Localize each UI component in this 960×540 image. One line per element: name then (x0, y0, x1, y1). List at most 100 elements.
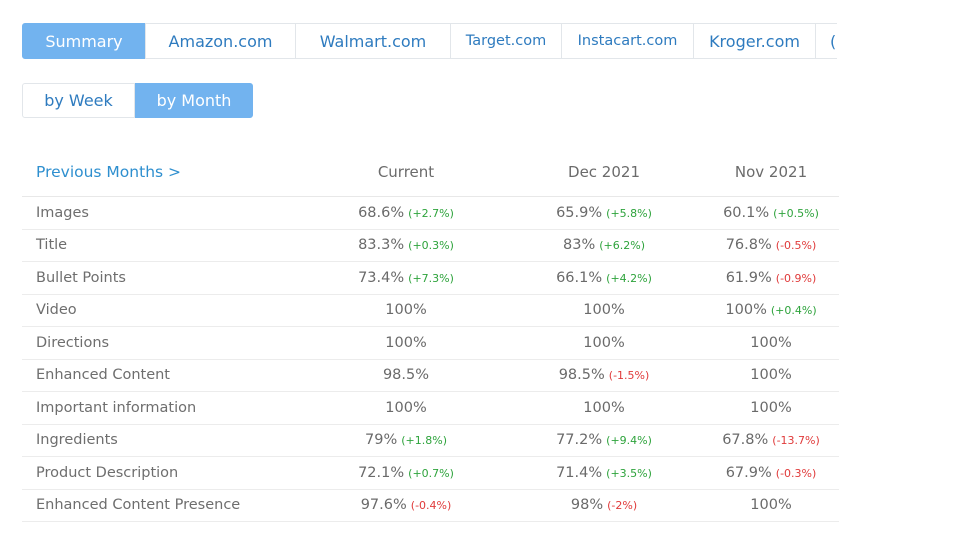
table-cell: 100% (505, 391, 703, 425)
cell-value: 100% (725, 302, 767, 319)
cell-value: 100% (750, 399, 792, 416)
table-cell: 98.5% (-1.5%) (505, 359, 703, 392)
cell-value: 100% (750, 334, 792, 351)
table-row: Ingredients 79% (+1.8%) 77.2% (+9.4%) 67.8% (-… (22, 424, 839, 457)
cell-delta: (-1.5%) (608, 369, 650, 383)
tab-walmart[interactable]: Walmart.com (295, 23, 451, 59)
table-cell: 83% (+6.2%) (505, 229, 703, 262)
tab-summary[interactable]: Summary (22, 23, 146, 59)
table-row: Title 83.3% (+0.3%) 83% (+6.2%) 76.8% (-0.5%) (22, 229, 839, 262)
cell-delta: (+0.3%) (408, 239, 454, 253)
cell-delta: (+5.8%) (606, 206, 652, 220)
cell-delta: (+6.2%) (599, 239, 645, 253)
cell-value: 61.9% (725, 269, 772, 286)
by-month-button[interactable]: by Month (135, 83, 253, 118)
row-label: Ingredients (22, 424, 307, 457)
cell-delta: (+1.8%) (401, 434, 447, 448)
cell-delta: (-2%) (607, 499, 638, 513)
tab-overflow[interactable]: ( (815, 23, 837, 59)
cell-delta: (+7.3%) (408, 271, 454, 285)
retailer-tabs: Summary Amazon.com Walmart.com Target.co… (22, 23, 837, 59)
table-row: Images 68.6% (+2.7%) 65.9% (+5.8%) 60.1% (+0.5… (22, 196, 839, 230)
table-row: Important information 100% 100% 100% (22, 391, 839, 425)
tab-instacart[interactable]: Instacart.com (561, 23, 694, 59)
cell-value: 100% (385, 302, 427, 319)
table-cell: 60.1% (+0.5%) (703, 196, 839, 230)
table-cell: 83.3% (+0.3%) (307, 229, 505, 262)
table-cell: 65.9% (+5.8%) (505, 196, 703, 230)
cell-delta: (+4.2%) (606, 271, 652, 285)
cell-value: 100% (583, 302, 625, 319)
table-row: Product Description 72.1% (+0.7%) 71.4% (+3.… (22, 456, 839, 490)
cell-value: 100% (385, 399, 427, 416)
cell-value: 67.9% (725, 464, 772, 481)
cell-value: 76.8% (725, 237, 772, 254)
cell-value: 100% (583, 399, 625, 416)
table-cell: 98.5% (307, 359, 505, 392)
cell-delta: (+0.5%) (773, 206, 819, 220)
row-label: Bullet Points (22, 261, 307, 295)
table-cell: 100% (703, 359, 839, 392)
cell-value: 71.4% (556, 464, 603, 481)
table-row: Bullet Points 73.4% (+7.3%) 66.1% (+4.2%) 61.… (22, 261, 839, 295)
comparison-table: Previous Months > Current Dec 2021 Nov 2… (22, 148, 839, 522)
cell-delta: (-0.5%) (775, 239, 817, 253)
table-cell: 67.9% (-0.3%) (703, 456, 839, 490)
cell-value: 77.2% (556, 432, 603, 449)
cell-delta: (-13.7%) (772, 434, 820, 448)
table-cell: 98% (-2%) (505, 489, 703, 522)
table-cell: 100% (703, 326, 839, 360)
cell-delta: (-0.3%) (775, 466, 817, 480)
table-cell: 79% (+1.8%) (307, 424, 505, 457)
table-cell: 100% (+0.4%) (703, 294, 839, 327)
tab-target[interactable]: Target.com (450, 23, 562, 59)
cell-delta: (+0.7%) (408, 466, 454, 480)
column-header: Dec 2021 (505, 148, 703, 197)
cell-value: 72.1% (358, 464, 405, 481)
table-cell: 71.4% (+3.5%) (505, 456, 703, 490)
table-cell: 73.4% (+7.3%) (307, 261, 505, 295)
cell-delta: (+9.4%) (606, 434, 652, 448)
cell-delta: (+0.4%) (770, 304, 817, 318)
table-cell: 100% (703, 489, 839, 522)
cell-delta: (-0.9%) (775, 271, 817, 285)
row-label: Enhanced Content Presence (22, 489, 307, 522)
table-cell: 68.6% (+2.7%) (307, 196, 505, 230)
row-label: Images (22, 196, 307, 230)
cell-delta: (+2.7%) (408, 206, 454, 220)
cell-value: 100% (750, 497, 792, 514)
cell-delta: (-0.4%) (410, 499, 452, 513)
table-cell: 100% (307, 294, 505, 327)
cell-value: 67.8% (722, 432, 769, 449)
table-cell: 61.9% (-0.9%) (703, 261, 839, 295)
row-label: Important information (22, 391, 307, 425)
cell-value: 60.1% (723, 204, 770, 221)
cell-value: 98.5% (558, 367, 605, 384)
table-cell: 100% (505, 294, 703, 327)
cell-value: 100% (750, 367, 792, 384)
table-cell: 77.2% (+9.4%) (505, 424, 703, 457)
cell-value: 98% (570, 497, 604, 514)
table-cell: 66.1% (+4.2%) (505, 261, 703, 295)
cell-value: 73.4% (358, 269, 405, 286)
row-label: Enhanced Content (22, 359, 307, 392)
table-cell: 100% (505, 326, 703, 360)
table-cell: 100% (307, 391, 505, 425)
cell-delta: (+3.5%) (606, 466, 652, 480)
tab-amazon[interactable]: Amazon.com (145, 23, 296, 59)
cell-value: 83% (563, 237, 596, 254)
by-week-button[interactable]: by Week (22, 83, 135, 118)
table-cell: 72.1% (+0.7%) (307, 456, 505, 490)
column-header: Current (307, 148, 505, 197)
column-header: Nov 2021 (703, 148, 839, 197)
table-row: Enhanced Content Presence 97.6% (-0.4%) 98%… (22, 489, 839, 522)
row-label: Video (22, 294, 307, 327)
cell-value: 98.5% (382, 367, 430, 384)
table-cell: 100% (703, 391, 839, 425)
cell-value: 83.3% (358, 237, 405, 254)
cell-value: 97.6% (360, 497, 407, 514)
table-row: Directions 100% 100% 100% (22, 326, 839, 360)
previous-months-link[interactable]: Previous Months > (22, 148, 307, 197)
table-cell: 67.8% (-13.7%) (703, 424, 839, 457)
tab-kroger[interactable]: Kroger.com (693, 23, 816, 59)
